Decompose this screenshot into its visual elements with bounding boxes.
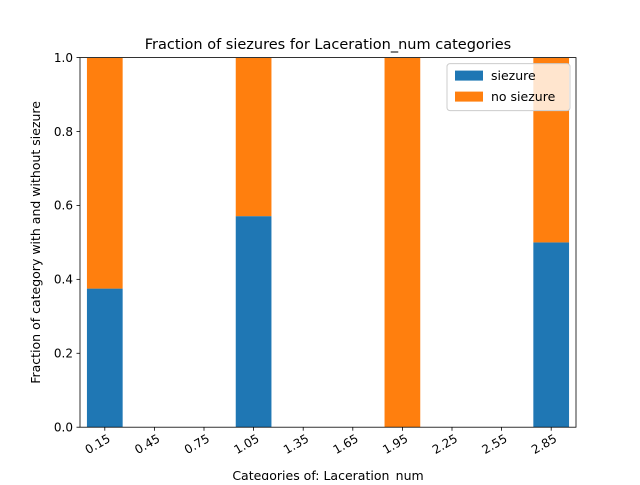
y-tick-label: 0.8 <box>54 125 73 139</box>
bar-siezure-2.85 <box>533 242 570 428</box>
legend: siezure no siezure <box>446 63 571 112</box>
legend-swatch-no-siezure <box>455 91 483 102</box>
y-axis-label: Fraction of category with and without si… <box>28 101 43 384</box>
y-tick-label: 1.0 <box>54 51 73 65</box>
y-tick-label: 0.2 <box>54 347 73 361</box>
chart-title: Fraction of siezures for Laceration_num … <box>145 37 512 53</box>
legend-label-siezure: siezure <box>491 68 536 83</box>
bars-layer <box>86 57 570 428</box>
x-axis-label: Categories of: Laceration_num <box>232 468 423 480</box>
bar-no-siezure-1.95 <box>384 57 421 428</box>
y-tick-label: 0.0 <box>54 421 73 435</box>
legend-label-no-siezure: no siezure <box>491 89 556 104</box>
bar-siezure-0.15 <box>86 288 123 428</box>
y-tick-label: 0.6 <box>54 199 73 213</box>
bar-siezure-1.05 <box>235 216 272 428</box>
axes-frame <box>79 57 577 428</box>
legend-swatch-siezure <box>455 70 483 81</box>
bar-no-siezure-1.05 <box>235 57 272 217</box>
y-tick-label: 0.4 <box>54 273 73 287</box>
bar-no-siezure-0.15 <box>86 57 123 289</box>
